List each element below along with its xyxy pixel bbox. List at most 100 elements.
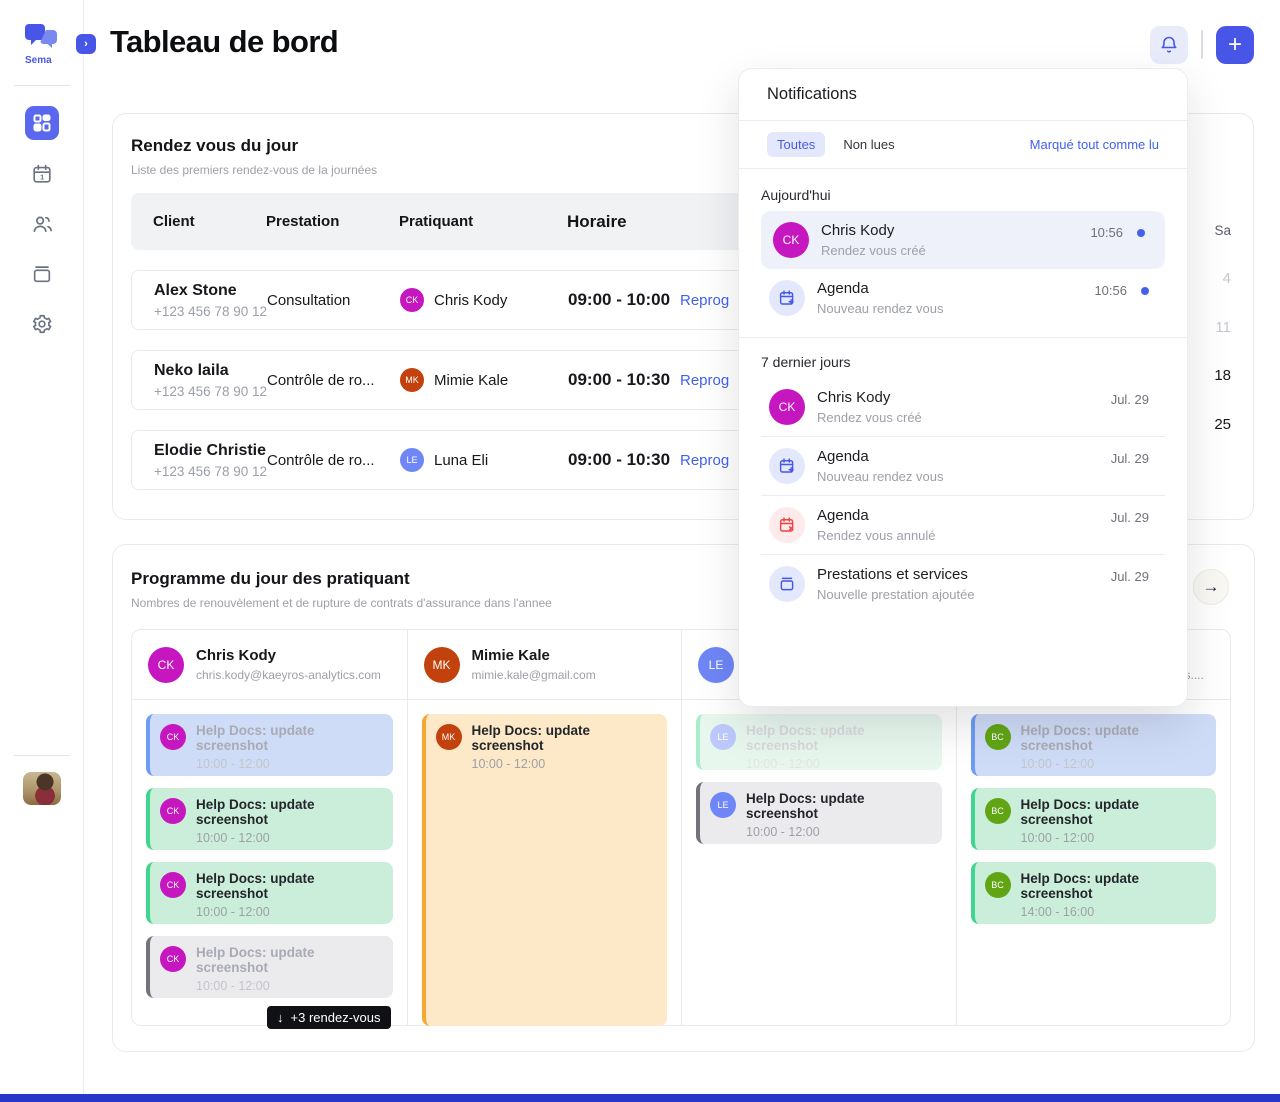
column-horaire: Horaire — [567, 211, 627, 231]
notification-date: Jul. 29 — [1110, 569, 1149, 584]
add-button[interactable]: + — [1216, 26, 1254, 64]
schedule-event[interactable]: MK Help Docs: update screenshot 10:00 - 1… — [421, 714, 667, 1026]
tab-toutes[interactable]: Toutes — [767, 132, 826, 157]
practitioner-email: mimie.kale@gmail.com — [471, 668, 596, 682]
practitioner-avatar: LE — [400, 448, 424, 472]
schedule-event[interactable]: CK Help Docs: update screenshot 10:00 - 1… — [146, 788, 393, 850]
schedule-event[interactable]: CK Help Docs: update screenshot 10:00 - 1… — [146, 862, 393, 924]
schedule-event[interactable]: CK Help Docs: update screenshot 10:00 - 1… — [146, 936, 393, 998]
schedule-event[interactable]: CK Help Docs: update screenshot 10:00 - 1… — [146, 714, 393, 776]
notifications-panel: Notifications Toutes Non lues Marqué tou… — [738, 68, 1188, 707]
schedule-title: Programme du jour des pratiquant — [131, 569, 410, 588]
appointments-title: Rendez vous du jour — [131, 136, 299, 155]
notification-item[interactable]: Prestations et services Nouvelle prestat… — [761, 554, 1165, 613]
practitioner-avatar: MK — [400, 368, 424, 392]
schedule-event[interactable]: BC Help Docs: update screenshot 10:00 - 1… — [970, 714, 1216, 776]
client-name: Elodie Christie — [154, 441, 267, 459]
schedule-event[interactable]: LE Help Docs: update screenshot 10:00 - 1… — [696, 714, 942, 771]
users-icon — [31, 213, 54, 236]
practitioner-email: chris.kody@kaeyros-analytics.com — [196, 668, 381, 682]
event-avatar: CK — [160, 724, 186, 750]
calendar-plus-icon — [769, 280, 805, 316]
schedule-subtitle: Nombres de renouvèlement et de rupture d… — [131, 596, 552, 610]
prestation: Contrôle de ro... — [267, 451, 375, 469]
event-avatar: BC — [984, 724, 1011, 750]
notification-date: Jul. 29 — [1110, 392, 1149, 407]
sidebar-item-agenda[interactable]: 1 — [30, 162, 54, 186]
client-phone: +123 456 78 90 12 — [154, 463, 267, 479]
arrow-right-icon: → — [1202, 577, 1220, 596]
section-label-today: Aujourd'hui — [761, 187, 831, 203]
event-avatar: BC — [984, 798, 1011, 824]
notifications-panel-title: Notifications — [739, 69, 1187, 121]
gear-icon — [31, 313, 53, 335]
user-avatar[interactable] — [23, 772, 61, 805]
practitioner-name: Luna Eli — [434, 451, 489, 469]
calendar-date[interactable]: 11 — [1215, 318, 1231, 336]
event-avatar: BC — [984, 872, 1011, 898]
client-name: Neko laila — [154, 361, 229, 379]
notification-item[interactable]: CK Chris Kody Rendez vous créé Jul. 29 — [761, 378, 1165, 436]
sidebar-item-clients[interactable] — [30, 212, 54, 236]
practitioner-column: MK Mimie Kale mimie.kale@gmail.com MK He… — [406, 630, 681, 1026]
practitioner-schedule-grid: CK Chris Kody chris.kody@kaeyros-analyti… — [131, 629, 1231, 1029]
notification-date: Jul. 29 — [1110, 510, 1149, 525]
notification-item[interactable]: Agenda Nouveau rendez vous Jul. 29 — [761, 436, 1165, 495]
event-avatar: MK — [435, 724, 462, 750]
practitioner-name: Chris Kody — [196, 647, 277, 664]
notification-item[interactable]: CK Chris Kody Rendez vous créé 10:56 — [761, 211, 1165, 269]
schedule-card: Programme du jour des pratiquant Nombres… — [112, 544, 1255, 1052]
practitioner-name: Chris Kody — [434, 291, 508, 309]
sender-avatar: CK — [769, 389, 805, 425]
reschedule-link[interactable]: Reprog — [680, 371, 730, 389]
calendar-date[interactable]: 4 — [1222, 270, 1231, 288]
tab-non-lues[interactable]: Non lues — [843, 137, 895, 152]
schedule-event[interactable]: LE Help Docs: update screenshot 10:00 - 1… — [696, 782, 942, 844]
notification-item[interactable]: Agenda Rendez vous annulé Jul. 29 — [761, 495, 1165, 554]
panel-divider — [739, 337, 1187, 338]
sidebar-item-settings[interactable] — [30, 312, 54, 336]
plus-icon: + — [1227, 31, 1242, 58]
practitioner-avatar: LE — [698, 646, 734, 683]
schedule-event[interactable]: BC Help Docs: update screenshot 10:00 - 1… — [970, 788, 1216, 850]
archive-icon — [31, 263, 53, 285]
event-avatar: LE — [710, 724, 736, 750]
practitioner-name: Mimie Kale — [471, 647, 550, 664]
sender-avatar: CK — [773, 222, 809, 258]
chat-bubbles-icon — [22, 22, 64, 56]
notification-time: 10:56 — [1090, 225, 1123, 240]
section-label-last-7-days: 7 dernier jours — [761, 354, 851, 370]
unread-dot — [1137, 228, 1145, 237]
bottom-accent-bar — [0, 1094, 1280, 1102]
calendar-icon: 1 — [31, 163, 53, 185]
reschedule-link[interactable]: Reprog — [680, 291, 730, 309]
calendar-date[interactable]: 25 — [1214, 415, 1231, 433]
svg-text:1: 1 — [40, 173, 44, 182]
notifications-button[interactable] — [1150, 26, 1188, 64]
schedule-next-button[interactable]: → — [1193, 569, 1229, 605]
appointment-time: 09:00 - 10:00 — [568, 290, 671, 309]
mark-all-read-link[interactable]: Marqué tout comme lu — [1029, 137, 1159, 152]
practitioner-name: Mimie Kale — [434, 371, 509, 389]
sidebar: Sema › 1 — [0, 0, 96, 1094]
column-pratiquant: Pratiquant — [399, 213, 474, 230]
arrow-down-icon: ↓ — [277, 1010, 284, 1025]
event-avatar: LE — [710, 792, 736, 818]
calendar-plus-icon — [769, 448, 805, 484]
prestation: Consultation — [267, 291, 351, 309]
reschedule-link[interactable]: Reprog — [680, 451, 730, 469]
notification-item[interactable]: Agenda Nouveau rendez vous 10:56 — [761, 269, 1165, 327]
schedule-event[interactable]: BC Help Docs: update screenshot 14:00 - 1… — [970, 862, 1216, 924]
calendar-date[interactable]: 18 — [1214, 367, 1231, 385]
sidebar-divider — [14, 85, 70, 86]
sidebar-item-prestations[interactable] — [30, 262, 54, 286]
prestation: Contrôle de ro... — [267, 371, 375, 389]
practitioner-avatar: CK — [148, 646, 184, 683]
practitioner-avatar: MK — [423, 646, 460, 683]
appointments-subtitle: Liste des premiers rendez-vous de la jou… — [131, 163, 378, 177]
sidebar-collapse-button[interactable]: › — [76, 34, 96, 54]
practitioner-column: CK Chris Kody chris.kody@kaeyros-analyti… — [132, 630, 407, 1029]
sidebar-item-dashboard[interactable] — [25, 106, 59, 140]
page-title: Tableau de bord — [110, 24, 339, 59]
more-appointments-badge[interactable]: ↓ +3 rendez-vous — [267, 1006, 391, 1029]
